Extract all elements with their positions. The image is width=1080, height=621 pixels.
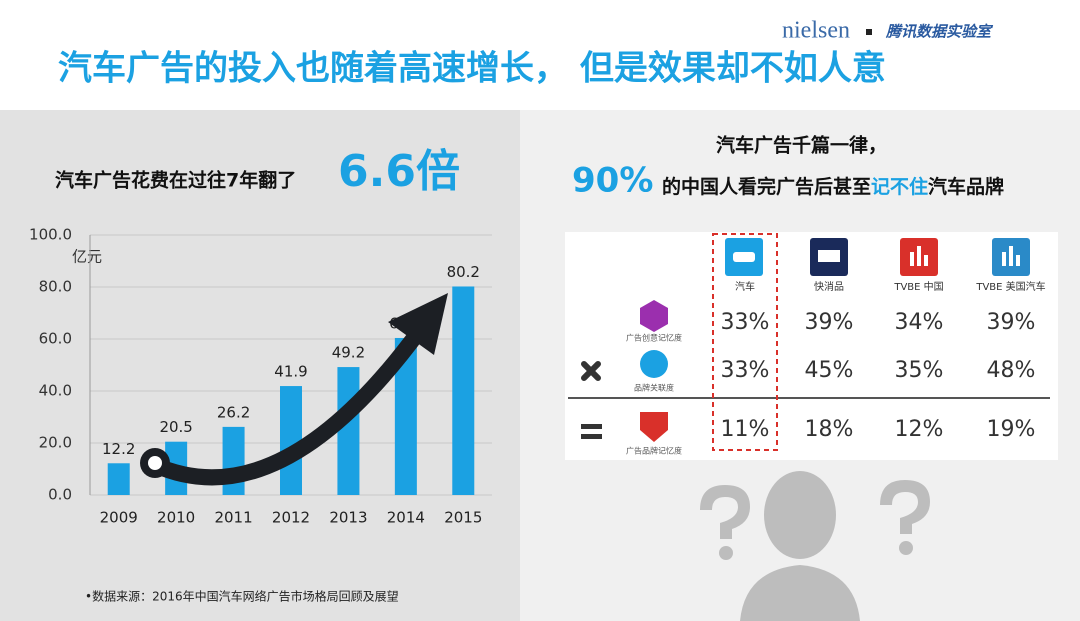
cell: 33%: [721, 310, 770, 335]
y-tick-label: 20.0: [39, 434, 72, 452]
confused-person: [700, 471, 930, 621]
cell: 12%: [895, 417, 944, 442]
right-line1: 汽车广告千篇一律，: [716, 134, 887, 157]
right-stat: 90%: [572, 161, 653, 201]
cell: 11%: [721, 417, 770, 442]
data-label: 49.2: [332, 344, 365, 362]
cell: 18%: [805, 417, 854, 442]
bar: [394, 337, 417, 495]
line2c: 汽车品牌: [928, 175, 1004, 198]
lab-name: 腾讯数据实验室: [885, 23, 994, 41]
highlight-box: [712, 233, 778, 451]
growth-arrow: [147, 322, 428, 486]
row-label: 广告品牌记忆度: [626, 446, 682, 456]
x-tick-label: 2010: [157, 509, 195, 527]
arrow-start-hole: [148, 456, 162, 470]
column-label: TVBE 中国: [893, 280, 943, 293]
data-label: 41.9: [274, 363, 307, 381]
data-label: 26.2: [217, 403, 250, 421]
cell: 33%: [721, 358, 770, 383]
column-label: 快消品: [814, 280, 844, 293]
chart-highlight: 6.6倍: [338, 146, 460, 197]
row-label: 广告创意记忆度: [626, 333, 682, 343]
data-label: 12.2: [102, 440, 135, 458]
cell: 45%: [805, 358, 854, 383]
cell: 39%: [805, 310, 854, 335]
y-tick-label: 0.0: [48, 486, 72, 504]
arrow-head: [388, 293, 448, 355]
cell: 35%: [895, 358, 944, 383]
multiply-sign: [581, 361, 601, 381]
icons: [640, 238, 1030, 442]
x-tick-label: 2013: [329, 509, 367, 527]
cell: 19%: [987, 417, 1036, 442]
cell: 39%: [987, 310, 1036, 335]
x-tick-label: 2011: [214, 509, 252, 527]
bar: [452, 286, 475, 495]
bar: [337, 367, 360, 495]
y-tick-label: 60.0: [39, 330, 72, 348]
row-label: 品牌关联度: [634, 383, 674, 393]
x-tick-label: 2012: [272, 509, 310, 527]
source: •数据来源：2016年中国汽车网络广告市场格局回顾及展望: [85, 589, 399, 604]
y-tick-label: 100.0: [29, 226, 72, 244]
line2b: 记不住: [871, 175, 928, 198]
y-tick-label: 40.0: [39, 382, 72, 400]
x-tick-label: 2009: [100, 509, 138, 527]
x-tick-label: 2015: [444, 509, 482, 527]
equals-sign: [581, 424, 602, 439]
slide-title: 汽车广告的投入也随着高速增长， 但是效果却不如人意: [58, 49, 886, 89]
brand: nielsen: [782, 18, 850, 44]
column-label: 汽车: [735, 280, 755, 293]
line2a: 的中国人看完广告后甚至: [662, 175, 871, 198]
bar: [280, 386, 302, 495]
y-unit: 亿元: [72, 248, 102, 266]
data-label: 20.5: [159, 418, 192, 436]
y-tick-label: 80.0: [39, 278, 72, 296]
bar: [107, 463, 130, 495]
x-tick-label: 2014: [387, 509, 425, 527]
left-panel: [0, 110, 520, 621]
data-label: 80.2: [447, 263, 480, 281]
header-bg: [0, 0, 1080, 110]
right-line2: 的中国人看完广告后甚至记不住汽车品牌: [662, 175, 1004, 198]
bar: [222, 426, 245, 495]
column-label: TVBE 美国汽车: [975, 280, 1045, 293]
cell: 48%: [987, 358, 1036, 383]
chart-title: 汽车广告花费在过往7年翻了: [55, 169, 296, 192]
cell: 34%: [895, 310, 944, 335]
brand-dot: [866, 29, 872, 35]
